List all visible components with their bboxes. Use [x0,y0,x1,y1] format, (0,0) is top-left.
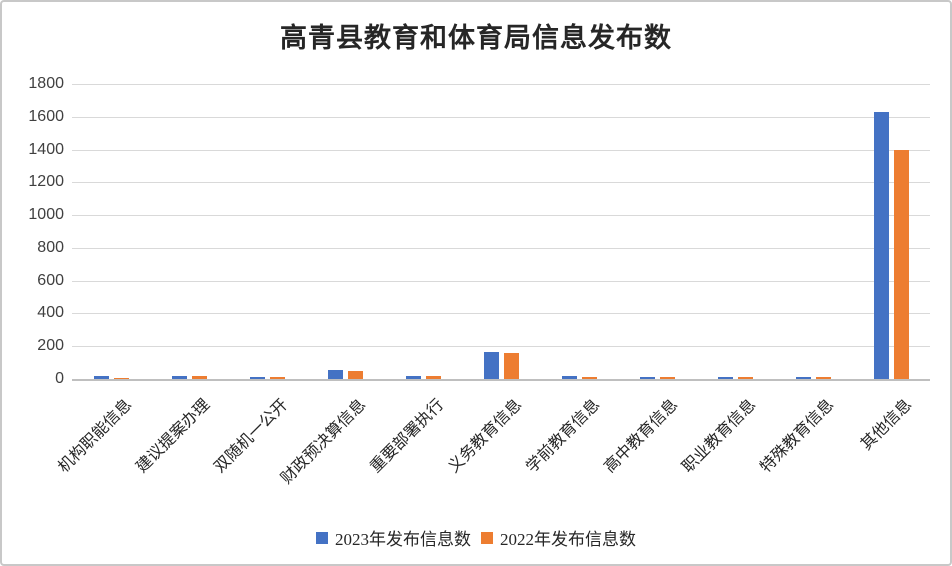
y-axis-tick-label: 1200 [28,173,64,191]
bar-2023年发布信息数-双随机一公开 [249,377,265,379]
bar-2023年发布信息数-高中教育信息 [639,377,655,379]
y-axis-tick-label: 800 [37,238,64,256]
legend-swatch-2022-icon [481,531,493,544]
bar-2022年发布信息数-义务教育信息 [503,352,519,379]
gridline [72,116,930,118]
y-axis-tick-label: 400 [37,304,64,322]
y-axis-tick-label: 600 [37,271,64,289]
bar-2022年发布信息数-建议提案办理 [191,376,207,379]
chart-title: 高青县教育和体育局信息发布数 [280,23,672,53]
gridline [72,149,930,151]
x-axis-label: 职业教育信息 [679,396,760,477]
gridline [72,215,930,217]
legend-label-2023: 2023年发布信息数 [335,530,471,549]
x-axis-label: 义务教育信息 [445,396,526,477]
bar-2022年发布信息数-重要部署执行 [425,376,441,379]
legend-label-2022: 2022年发布信息数 [500,530,636,549]
x-axis-label: 特殊教育信息 [757,396,838,477]
bar-2023年发布信息数-重要部署执行 [405,375,421,379]
gridline [72,280,930,282]
bar-2023年发布信息数-特殊教育信息 [795,376,811,379]
legend: 2023年发布信息数 2022年发布信息数 [2,525,950,550]
x-axis-label: 学前教育信息 [523,396,604,477]
y-axis-tick-label: 1000 [28,206,64,224]
y-axis-tick-label: 1400 [28,140,64,158]
y-axis-tick-label: 0 [55,370,64,387]
bar-2022年发布信息数-机构职能信息 [113,377,129,379]
legend-swatch-2023-icon [316,531,328,544]
bar-2022年发布信息数-职业教育信息 [737,377,753,379]
gridline [72,247,930,249]
bar-2022年发布信息数-双随机一公开 [269,377,285,379]
y-axis-tick-label: 200 [37,337,64,355]
bar-2022年发布信息数-其他信息 [893,149,909,379]
bar-2023年发布信息数-义务教育信息 [483,352,499,379]
y-axis-tick-label: 1600 [28,107,64,125]
bar-2022年发布信息数-特殊教育信息 [815,377,831,379]
x-axis-label: 高中教育信息 [601,396,682,477]
gridline [72,182,930,184]
x-axis-label: 重要部署执行 [367,396,448,477]
bar-2023年发布信息数-学前教育信息 [561,375,577,379]
x-axis-label: 其他信息 [857,396,916,454]
gridline [72,313,930,315]
gridline [72,346,930,348]
bar-2022年发布信息数-学前教育信息 [581,377,597,379]
bar-2023年发布信息数-财政预决算信息 [327,370,343,379]
bar-2023年发布信息数-机构职能信息 [93,376,109,379]
plot-area [72,84,930,381]
bar-2023年发布信息数-职业教育信息 [717,376,733,379]
legend-item-2022: 2022年发布信息数 [481,525,636,550]
bar-2022年发布信息数-财政预决算信息 [347,370,363,379]
legend-item-2023: 2023年发布信息数 [316,525,471,550]
x-axis-label: 机构职能信息 [55,396,136,477]
bar-2022年发布信息数-高中教育信息 [659,377,675,379]
y-axis-tick-label: 1800 [28,75,64,92]
bar-2023年发布信息数-建议提案办理 [171,375,187,379]
gridline [72,84,930,85]
bar-2023年发布信息数-其他信息 [873,111,889,379]
x-axis-label: 建议提案办理 [133,396,214,477]
